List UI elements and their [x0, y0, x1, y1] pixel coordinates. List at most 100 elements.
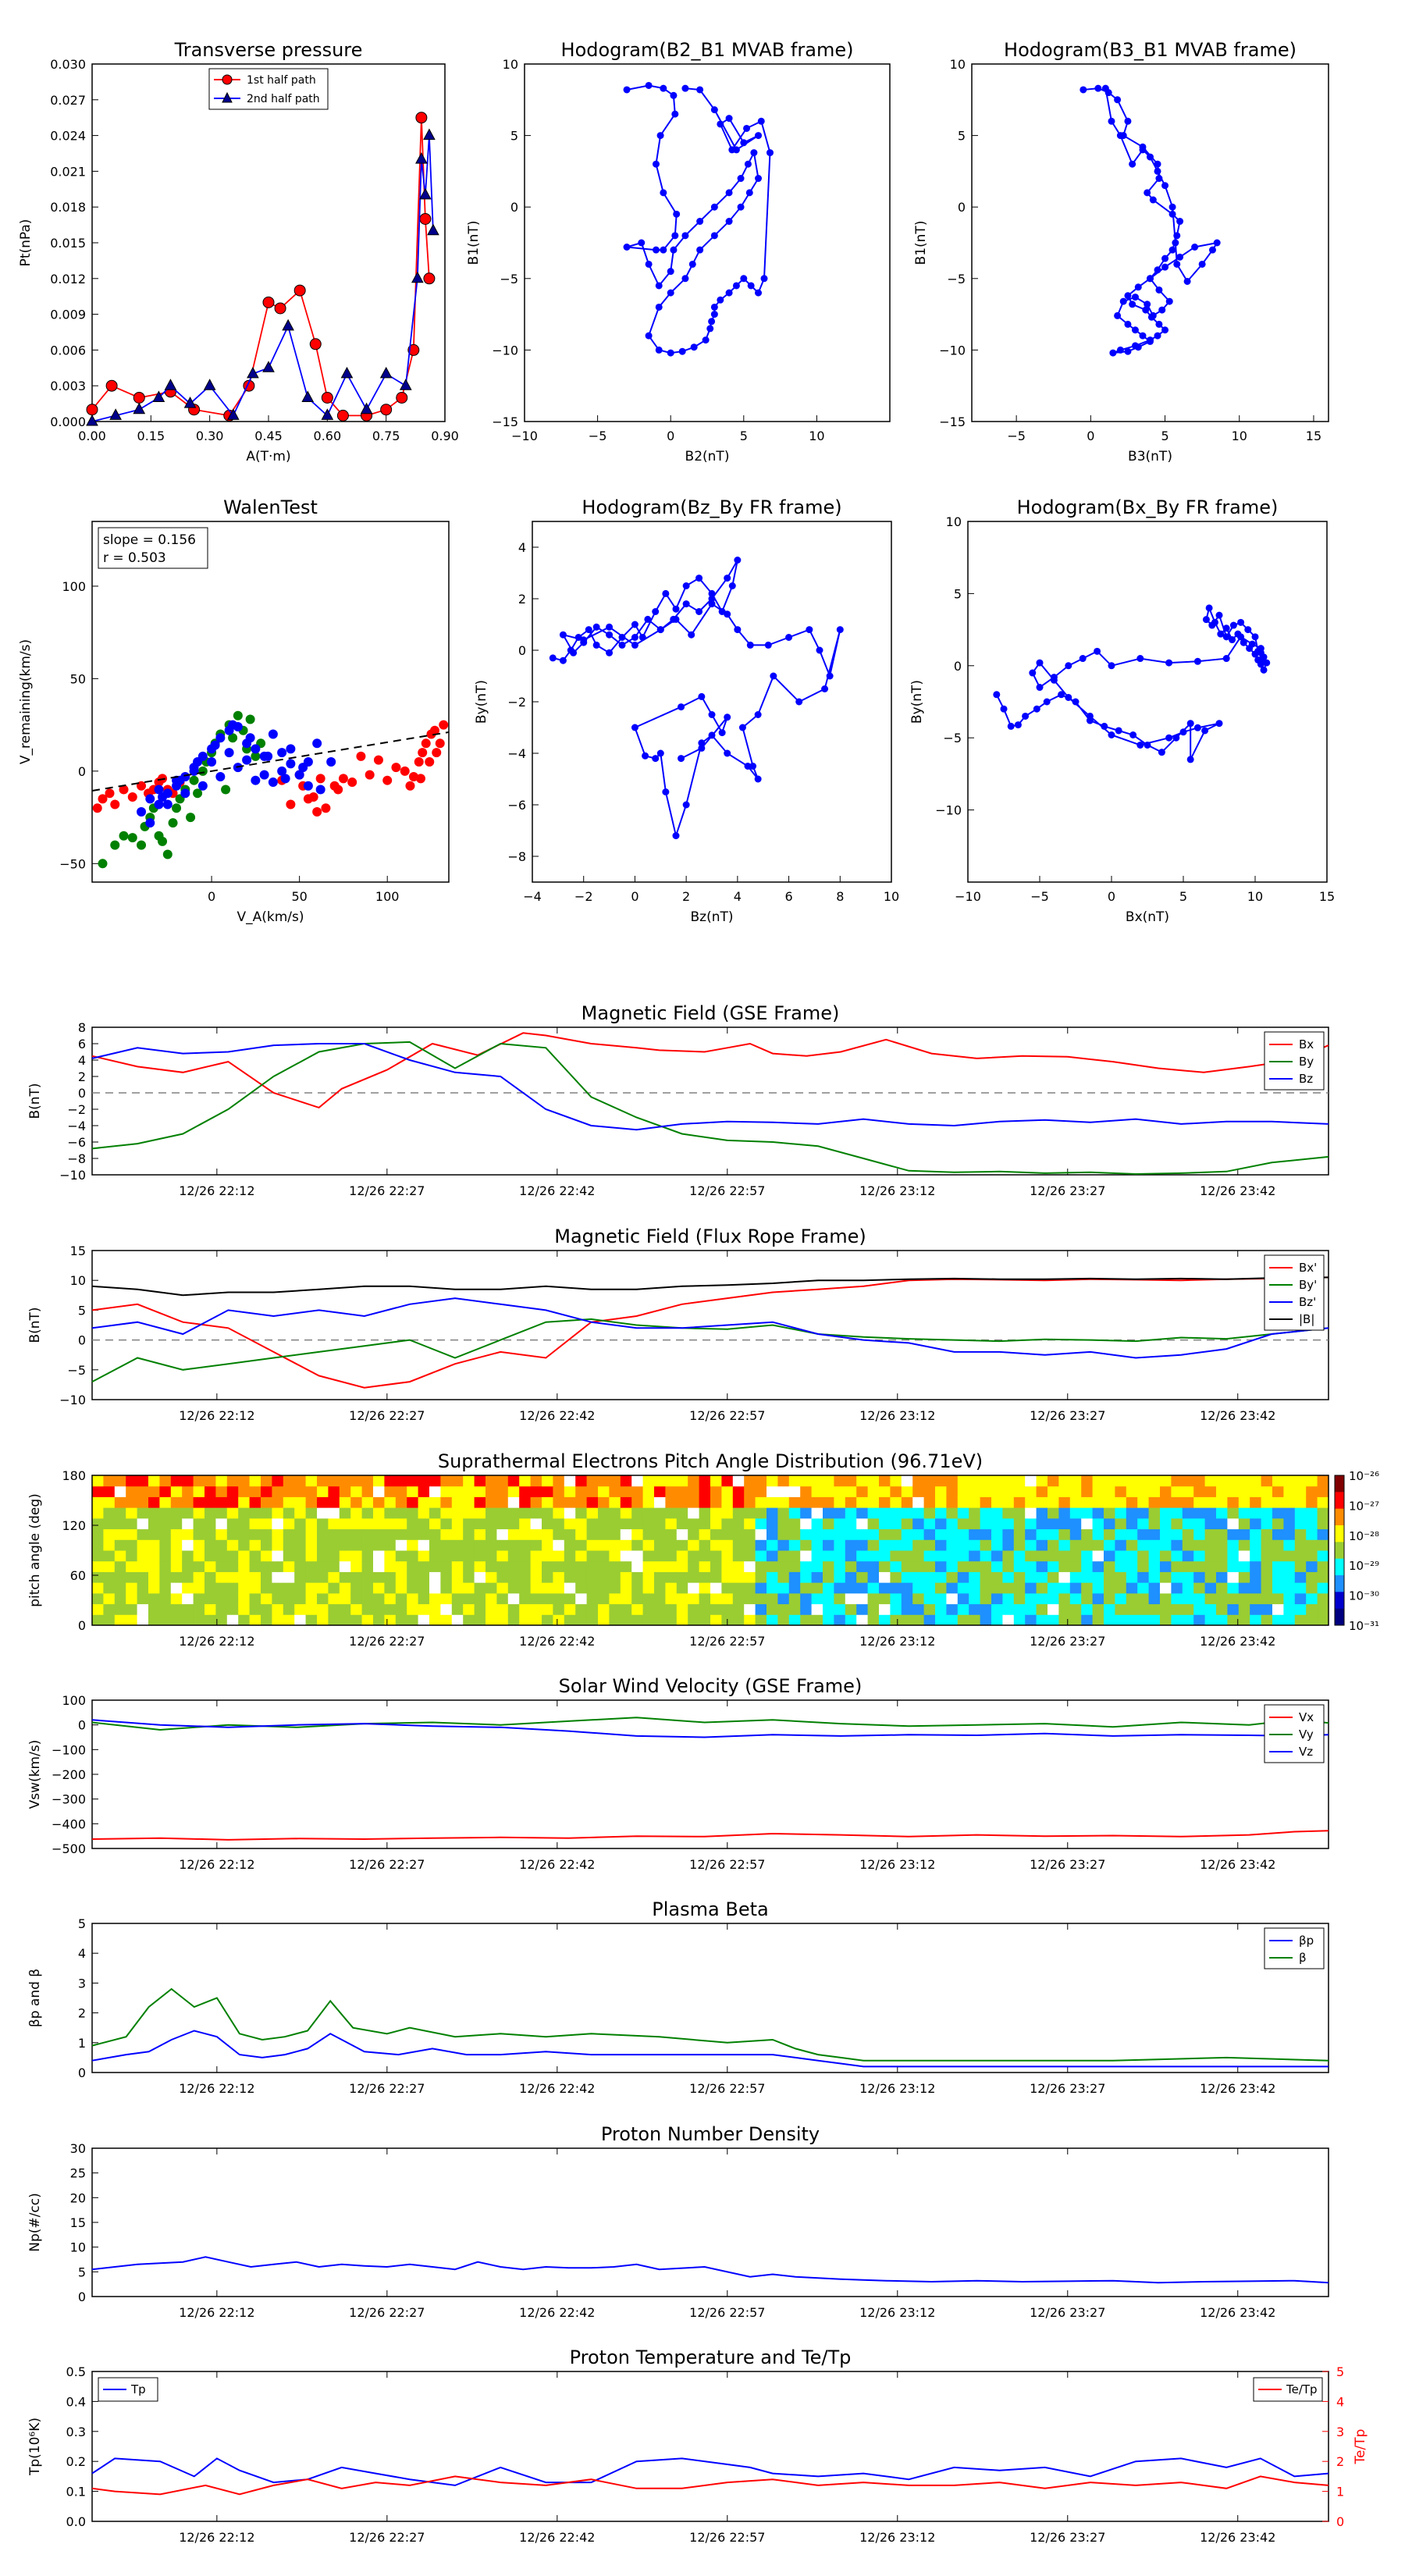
vsw-ytick-label: −500 [52, 1841, 86, 1856]
pad-cell [361, 1614, 374, 1626]
temp-series-Tp [91, 2457, 1329, 2486]
pad-cell [1283, 1539, 1296, 1551]
pad-cell [620, 1528, 632, 1540]
tp-ytick-label: 0.006 [50, 343, 86, 358]
pad-cell [294, 1475, 307, 1487]
pad-cell [755, 1560, 767, 1572]
pad-cell [226, 1475, 239, 1487]
pad-cell [507, 1603, 520, 1615]
h4-point [1240, 639, 1247, 646]
h3-xtick-label: 6 [784, 889, 792, 904]
pad-cell [1048, 1528, 1059, 1540]
pad-cell [654, 1496, 666, 1508]
pad-cell [92, 1571, 104, 1583]
tp-title: Transverse pressure [174, 39, 363, 61]
h1-point [690, 343, 698, 351]
pad-cell [923, 1485, 936, 1497]
pad-cell [373, 1582, 385, 1594]
pad-cell [598, 1485, 610, 1497]
beta-frame [91, 1923, 1329, 2073]
pad-cell [542, 1571, 553, 1583]
pad-cell [238, 1592, 251, 1605]
pad-colorbar-segment [1335, 1575, 1344, 1592]
pad-cell [519, 1528, 532, 1540]
pad-cell [451, 1528, 464, 1540]
h3-point [744, 763, 752, 770]
pad-cell [126, 1517, 138, 1530]
pad-cell [1261, 1582, 1273, 1594]
pad-cell [980, 1475, 992, 1487]
h1-ylabel: B1(nT) [466, 221, 482, 265]
temp-y2tick-label: 4 [1336, 2394, 1344, 2409]
pad-cell [1002, 1485, 1015, 1497]
beta-legend-label: β [1299, 1951, 1307, 1965]
pad-cell [879, 1603, 891, 1615]
pad-cell [215, 1614, 228, 1626]
h4-title: Hodogram(Bx_By FR frame) [1017, 496, 1279, 518]
pad-cell [642, 1528, 655, 1540]
pad-cell [339, 1539, 351, 1551]
h2-point [1198, 260, 1206, 268]
pad-cell [1204, 1475, 1217, 1487]
pad-cell [193, 1539, 205, 1551]
pad-cell [429, 1528, 441, 1540]
pad-cell [777, 1517, 790, 1530]
h1-point [755, 289, 763, 297]
pad-cell [1081, 1560, 1094, 1572]
pad-cell [856, 1539, 869, 1551]
pad-cell [755, 1517, 767, 1530]
h1-point [725, 189, 733, 197]
pad-cell [193, 1571, 205, 1583]
temp-xtick-label: 12/26 22:27 [349, 2530, 425, 2545]
pad-cell [1160, 1496, 1172, 1508]
pad-cell [969, 1528, 981, 1540]
pad-cell [935, 1592, 947, 1605]
vsw-xtick-label: 12/26 22:12 [179, 1857, 254, 1872]
h1-point [673, 210, 681, 218]
pad-cell [721, 1592, 734, 1605]
pad-cell [159, 1539, 172, 1551]
pad-cell [339, 1614, 351, 1626]
h4-point [1094, 647, 1101, 655]
h3-xtick-label: 0 [631, 889, 638, 904]
h4-xtick-label: 5 [1179, 889, 1187, 904]
pad-cell [1216, 1550, 1228, 1562]
pad-cell [1294, 1550, 1307, 1562]
np-ytick-label: 0 [78, 2290, 86, 2304]
pad-cell [1171, 1528, 1183, 1540]
pad-cell [788, 1485, 801, 1497]
temp-xtick-label: 12/26 22:12 [179, 2530, 254, 2545]
mffr-legend-label: Bz' [1299, 1295, 1316, 1309]
pad-cell [1013, 1539, 1026, 1551]
pad-cell [767, 1592, 778, 1605]
pad-cell [935, 1496, 947, 1508]
pad-cell [834, 1496, 846, 1508]
h1-point [710, 232, 718, 240]
pad-cell [1025, 1485, 1037, 1497]
pad-cell [1137, 1571, 1150, 1583]
np-xtick-label: 12/26 22:12 [179, 2305, 254, 2320]
h4-point [1115, 727, 1122, 735]
h3-point [662, 788, 670, 795]
pad-cell [586, 1592, 599, 1605]
pad-cell [923, 1517, 936, 1530]
pad-cell [226, 1603, 239, 1615]
h2-point [1116, 346, 1124, 354]
pad-cell [564, 1475, 576, 1487]
h4-point [1058, 691, 1065, 699]
pad-cell [451, 1582, 464, 1594]
pad-xtick-label: 12/26 23:42 [1200, 1634, 1275, 1649]
pad-cell [946, 1496, 959, 1508]
pad-cell [429, 1517, 441, 1530]
h3-point [724, 749, 731, 757]
h4-ytick-label: 10 [946, 514, 962, 529]
temp-legend-label: Te/Tp [1286, 2382, 1318, 2396]
h2-point [1101, 84, 1109, 92]
tp-point-1st [274, 302, 286, 315]
pad-cell [339, 1571, 351, 1583]
pad-cell [440, 1571, 453, 1583]
h3-point [718, 729, 726, 737]
h1-point [744, 160, 752, 168]
walen-point-red [127, 792, 137, 802]
pad-cell [418, 1539, 430, 1551]
